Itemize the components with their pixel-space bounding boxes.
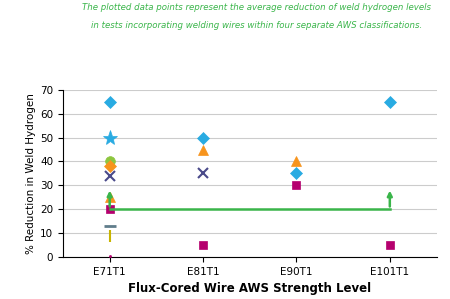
Y-axis label: % Reduction in Weld Hydrogen: % Reduction in Weld Hydrogen: [26, 93, 36, 254]
Text: The plotted data points represent the average reduction of weld hydrogen levels: The plotted data points represent the av…: [82, 3, 431, 12]
Text: in tests incorporating welding wires within four separate AWS classifications.: in tests incorporating welding wires wit…: [91, 21, 422, 30]
X-axis label: Flux-Cored Wire AWS Strength Level: Flux-Cored Wire AWS Strength Level: [128, 283, 371, 295]
